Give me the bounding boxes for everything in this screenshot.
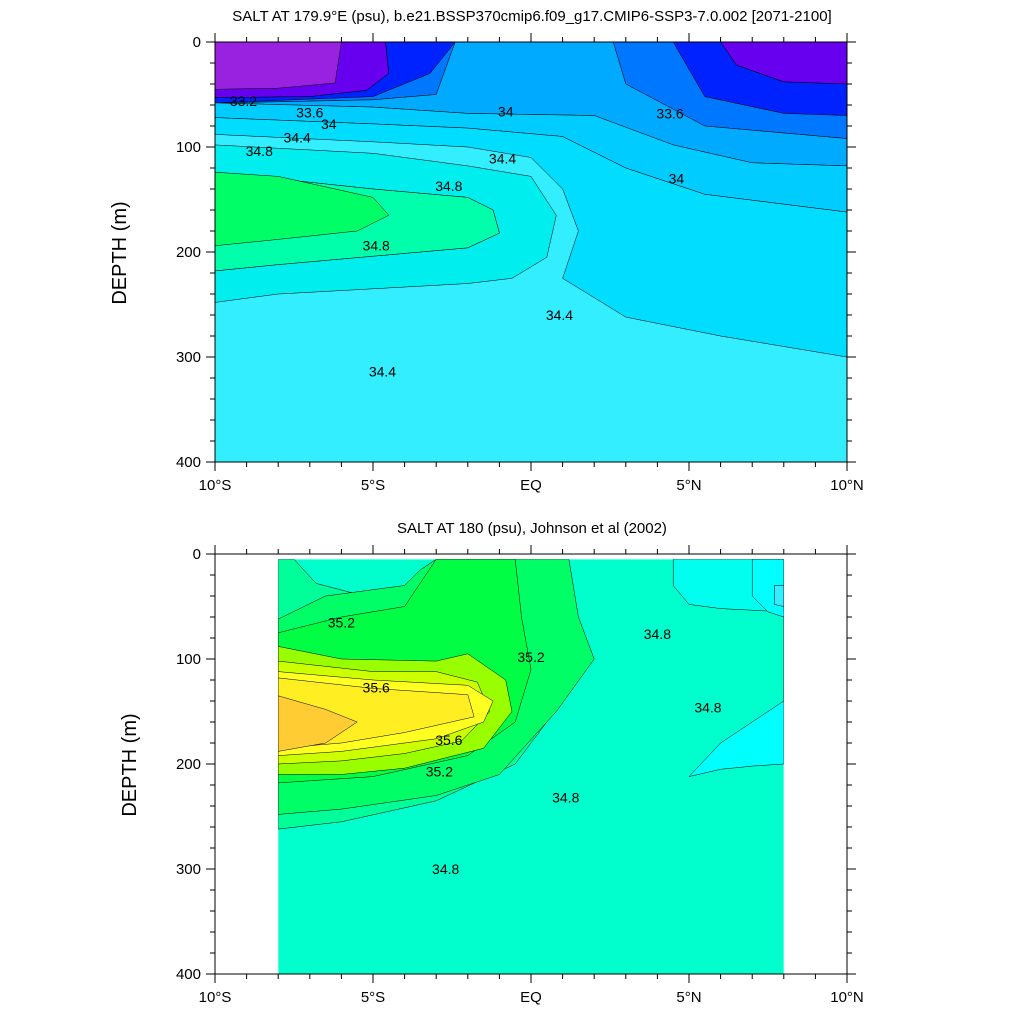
x-tick-label: 5°S: [361, 477, 385, 494]
y-tick-label: 400: [176, 454, 201, 471]
contour-label: 35.2: [328, 614, 355, 630]
x-tick-label: 5°N: [676, 989, 701, 1006]
y-tick-label: 300: [176, 861, 201, 878]
contour-label: 34.8: [644, 626, 671, 642]
contour-label: 35.2: [426, 763, 453, 779]
y-axis-label: DEPTH (m): [119, 713, 141, 816]
contour-label: 34.4: [369, 364, 396, 380]
model-salinity-panel: SALT AT 179.9°E (psu), b.e21.BSSP370cmip…: [109, 8, 864, 494]
contour-label: 35.2: [517, 649, 544, 665]
y-tick-label: 200: [176, 244, 201, 261]
y-axis-label: DEPTH (m): [109, 201, 131, 304]
contour-band-2: [774, 585, 784, 607]
contour-plot-area: 10°S 5°S EQ 5°N 10°N010020030040033.233.6343…: [176, 33, 864, 494]
contour-label: 34.8: [432, 861, 459, 877]
contour-band-10: [278, 695, 358, 752]
y-tick-label: 0: [193, 34, 201, 51]
x-tick-label: 10°N: [830, 477, 864, 494]
contour-label: 33.6: [296, 104, 323, 120]
contour-label: 34.4: [546, 307, 573, 323]
observed-salinity-panel: SALT AT 180 (psu), Johnson et al (2002) …: [119, 520, 864, 1006]
panel-title: SALT AT 180 (psu), Johnson et al (2002): [397, 520, 667, 537]
contour-band-10: [215, 117, 847, 358]
x-tick-label: 5°N: [676, 477, 701, 494]
contour-label: 34.4: [284, 130, 311, 146]
y-tick-label: 100: [176, 139, 201, 156]
contour-label: 34.8: [363, 238, 390, 254]
contour-fills: [215, 42, 847, 462]
y-tick-label: 0: [193, 546, 201, 563]
contour-label: 34: [669, 171, 685, 187]
x-tick-label: EQ: [520, 477, 542, 494]
y-tick-label: 300: [176, 349, 201, 366]
contour-label: 34.8: [246, 143, 273, 159]
contour-label: 34.8: [694, 699, 721, 715]
contour-fills: [278, 559, 784, 974]
x-tick-label: 10°S: [199, 477, 232, 494]
contour-label: 34.4: [489, 151, 516, 167]
y-tick-label: 400: [176, 966, 201, 983]
x-tick-label: 10°N: [830, 989, 864, 1006]
x-tick-label: 5°S: [361, 989, 385, 1006]
contour-label: 35.6: [435, 732, 462, 748]
contour-band-13: [215, 171, 390, 246]
x-tick-label: 10°S: [199, 989, 232, 1006]
contour-label: 34: [498, 103, 514, 119]
y-tick-label: 200: [176, 756, 201, 773]
contour-label: 34: [321, 116, 337, 132]
contour-label: 33.6: [656, 105, 683, 121]
panel-title: SALT AT 179.9°E (psu), b.e21.BSSP370cmip…: [232, 8, 831, 25]
contour-label: 35.6: [363, 679, 390, 695]
contour-label: 34.8: [435, 178, 462, 194]
y-tick-label: 100: [176, 651, 201, 668]
x-tick-label: EQ: [520, 989, 542, 1006]
contour-label: 34.8: [552, 790, 579, 806]
contour-plot-area: 10°S 5°S EQ 5°N 10°N 0 100 200 300 400 35.2 35.6 35.…: [176, 545, 864, 1006]
contour-label: 33.2: [230, 93, 257, 109]
contour-band-1: [688, 559, 784, 777]
